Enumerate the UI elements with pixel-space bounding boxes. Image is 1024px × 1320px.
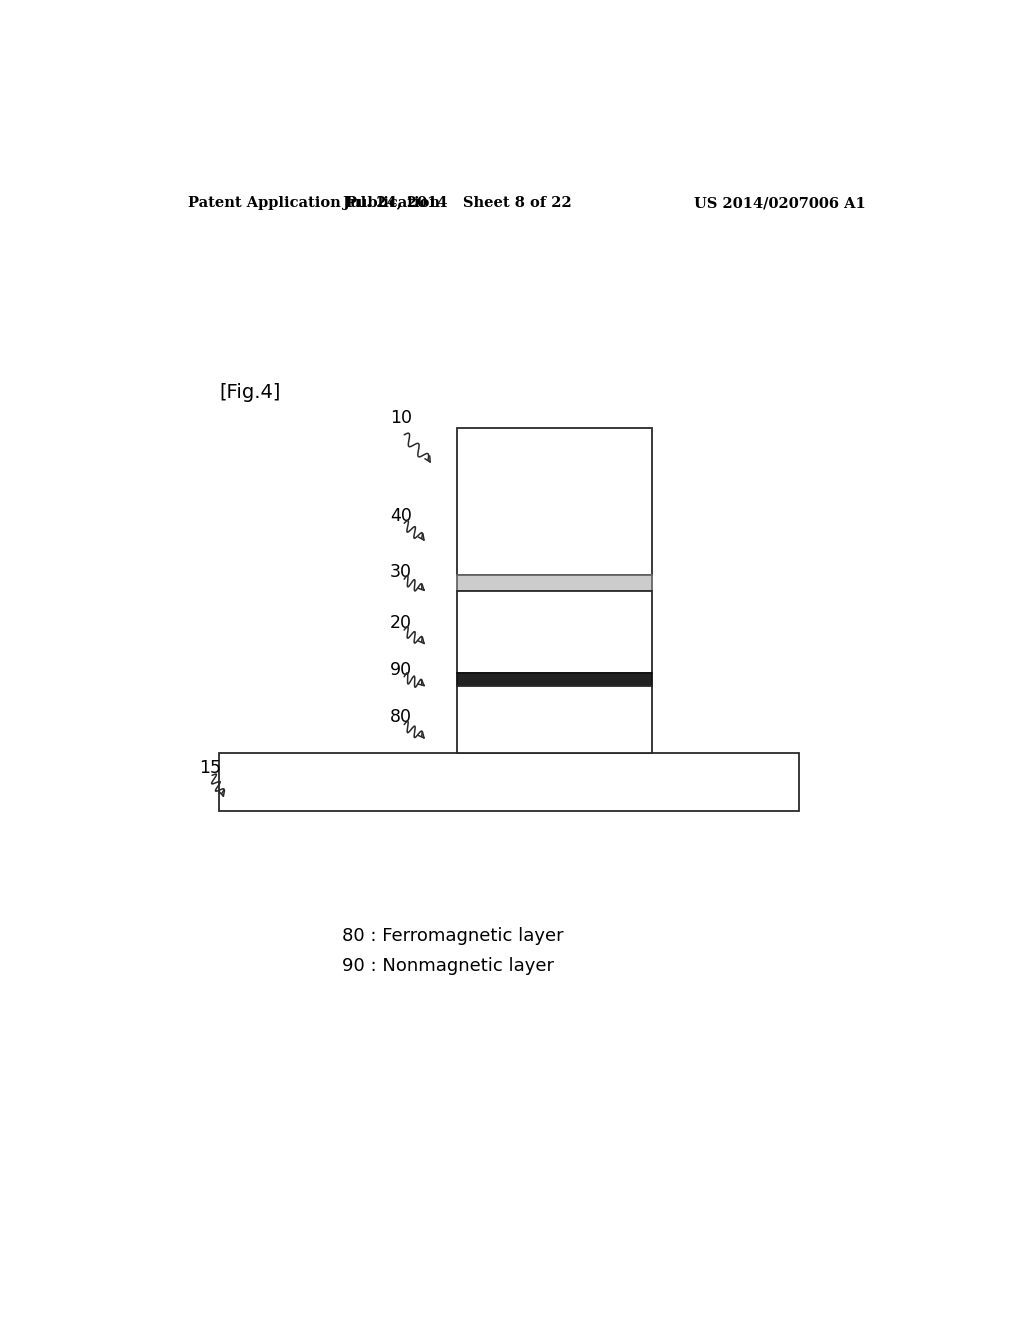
Text: Patent Application Publication: Patent Application Publication (187, 195, 439, 210)
Text: 80 : Ferromagnetic layer: 80 : Ferromagnetic layer (342, 927, 564, 945)
Bar (219, 752, 799, 810)
Text: [Fig.4]: [Fig.4] (219, 383, 281, 403)
Text: 10: 10 (390, 409, 412, 426)
Text: Jul. 24, 2014   Sheet 8 of 22: Jul. 24, 2014 Sheet 8 of 22 (343, 195, 571, 210)
Text: 40: 40 (390, 507, 412, 525)
Text: US 2014/0207006 A1: US 2014/0207006 A1 (694, 195, 866, 210)
Bar (458, 576, 651, 591)
Text: 20: 20 (390, 614, 412, 632)
Bar (458, 591, 651, 673)
Text: 80: 80 (390, 709, 412, 726)
Bar (458, 686, 651, 752)
Bar (458, 673, 651, 686)
Text: 90: 90 (390, 660, 412, 678)
Text: 15: 15 (200, 759, 221, 777)
Text: 90 : Nonmagnetic layer: 90 : Nonmagnetic layer (342, 957, 554, 975)
Bar (458, 428, 651, 576)
Text: 30: 30 (390, 564, 412, 581)
